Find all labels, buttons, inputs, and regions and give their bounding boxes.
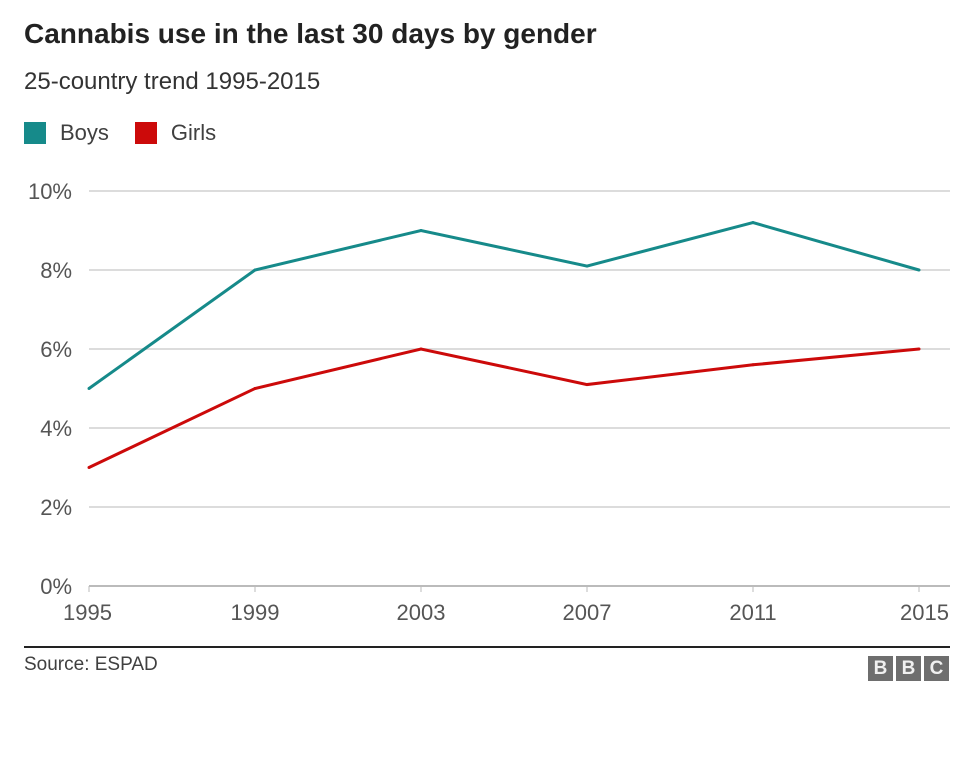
series-line-girls — [88, 347, 920, 469]
series-line-boys — [88, 221, 920, 390]
data-point-boys — [419, 229, 423, 232]
data-point-girls — [419, 347, 423, 351]
bbc-logo-b1: B — [868, 656, 893, 681]
x-tick-label: 1999 — [231, 600, 280, 625]
data-point-girls — [751, 363, 755, 367]
legend-swatch-boys — [24, 122, 46, 144]
y-tick-label: 10% — [28, 179, 72, 204]
data-point-girls — [253, 387, 257, 390]
data-point-boys — [253, 268, 257, 272]
chart-title: Cannabis use in the last 30 days by gend… — [24, 18, 597, 49]
bbc-logo-c: C — [924, 656, 949, 681]
legend-item-boys: Boys — [24, 120, 109, 146]
x-tick-label: 2011 — [729, 600, 776, 625]
legend-swatch-girls — [134, 122, 157, 144]
source-note: Source: ESPAD — [24, 654, 158, 675]
data-point-boys — [917, 268, 921, 272]
data-point-boys — [585, 264, 589, 268]
x-tick-label: 1995 — [63, 600, 112, 625]
chart-subtitle: 25-country trend 1995-2015 — [24, 68, 321, 95]
y-tick-label: 0% — [40, 574, 72, 599]
x-tick-label: 2007 — [563, 600, 612, 625]
x-tick-label: 2003 — [397, 600, 446, 625]
x-tick-label: 2015 — [900, 600, 949, 625]
data-point-girls — [917, 347, 921, 351]
bbc-logo-b2: B — [896, 656, 921, 681]
legend-label-girls: Girls — [170, 120, 217, 145]
bbc-logo: B B C — [868, 656, 949, 681]
data-point-girls — [87, 466, 91, 469]
data-point-boys — [751, 221, 755, 225]
data-point-girls — [585, 383, 589, 387]
footer-rule — [24, 646, 950, 648]
legend: Boys Girls — [24, 120, 242, 146]
legend-item-girls: Girls — [134, 120, 217, 146]
y-tick-label: 2% — [40, 495, 72, 520]
legend-label-boys: Boys — [60, 120, 109, 145]
y-tick-label: 4% — [40, 416, 72, 441]
y-tick-label: 6% — [40, 337, 72, 362]
data-point-boys — [87, 387, 91, 390]
y-tick-label: 8% — [40, 258, 72, 283]
